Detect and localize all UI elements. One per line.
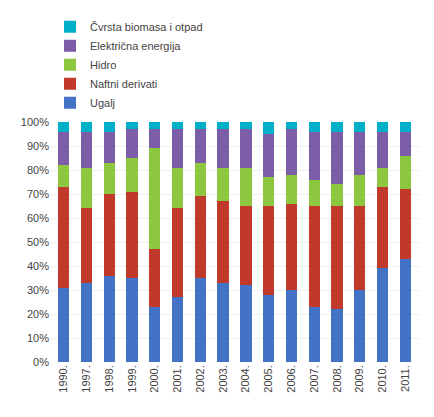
svg-text:2011.: 2011. (399, 365, 411, 392)
svg-text:2007.: 2007. (308, 365, 320, 393)
svg-text:Električna energija: Električna energija (90, 40, 181, 52)
svg-text:2001.: 2001. (171, 365, 183, 393)
svg-text:2010.: 2010. (376, 365, 388, 393)
svg-text:90%: 90% (27, 140, 49, 152)
svg-text:2005.: 2005. (262, 365, 274, 393)
svg-text:2002.: 2002. (194, 365, 206, 393)
svg-text:1990.: 1990. (57, 365, 69, 393)
svg-text:80%: 80% (27, 164, 49, 176)
svg-text:40%: 40% (27, 260, 49, 272)
svg-text:Hidro: Hidro (90, 59, 116, 71)
svg-text:Ugalj: Ugalj (90, 97, 115, 109)
svg-text:1999.: 1999. (126, 365, 138, 393)
svg-text:1998.: 1998. (103, 365, 115, 393)
svg-text:2004.: 2004. (239, 365, 251, 393)
svg-text:20%: 20% (27, 308, 49, 320)
svg-text:60%: 60% (27, 212, 49, 224)
svg-text:2000.: 2000. (148, 365, 160, 393)
svg-text:2006.: 2006. (285, 365, 297, 393)
svg-text:1997.: 1997. (80, 365, 92, 393)
svg-text:2008.: 2008. (331, 365, 343, 393)
svg-text:0%: 0% (33, 356, 49, 368)
svg-text:Naftni derivati: Naftni derivati (90, 78, 157, 90)
svg-text:30%: 30% (27, 284, 49, 296)
svg-text:10%: 10% (27, 332, 49, 344)
svg-text:2003.: 2003. (217, 365, 229, 393)
svg-text:100%: 100% (21, 116, 49, 128)
svg-text:70%: 70% (27, 188, 49, 200)
svg-text:2009.: 2009. (353, 365, 365, 393)
svg-text:50%: 50% (27, 236, 49, 248)
svg-text:Čvrsta biomasa i otpad: Čvrsta biomasa i otpad (90, 21, 203, 33)
